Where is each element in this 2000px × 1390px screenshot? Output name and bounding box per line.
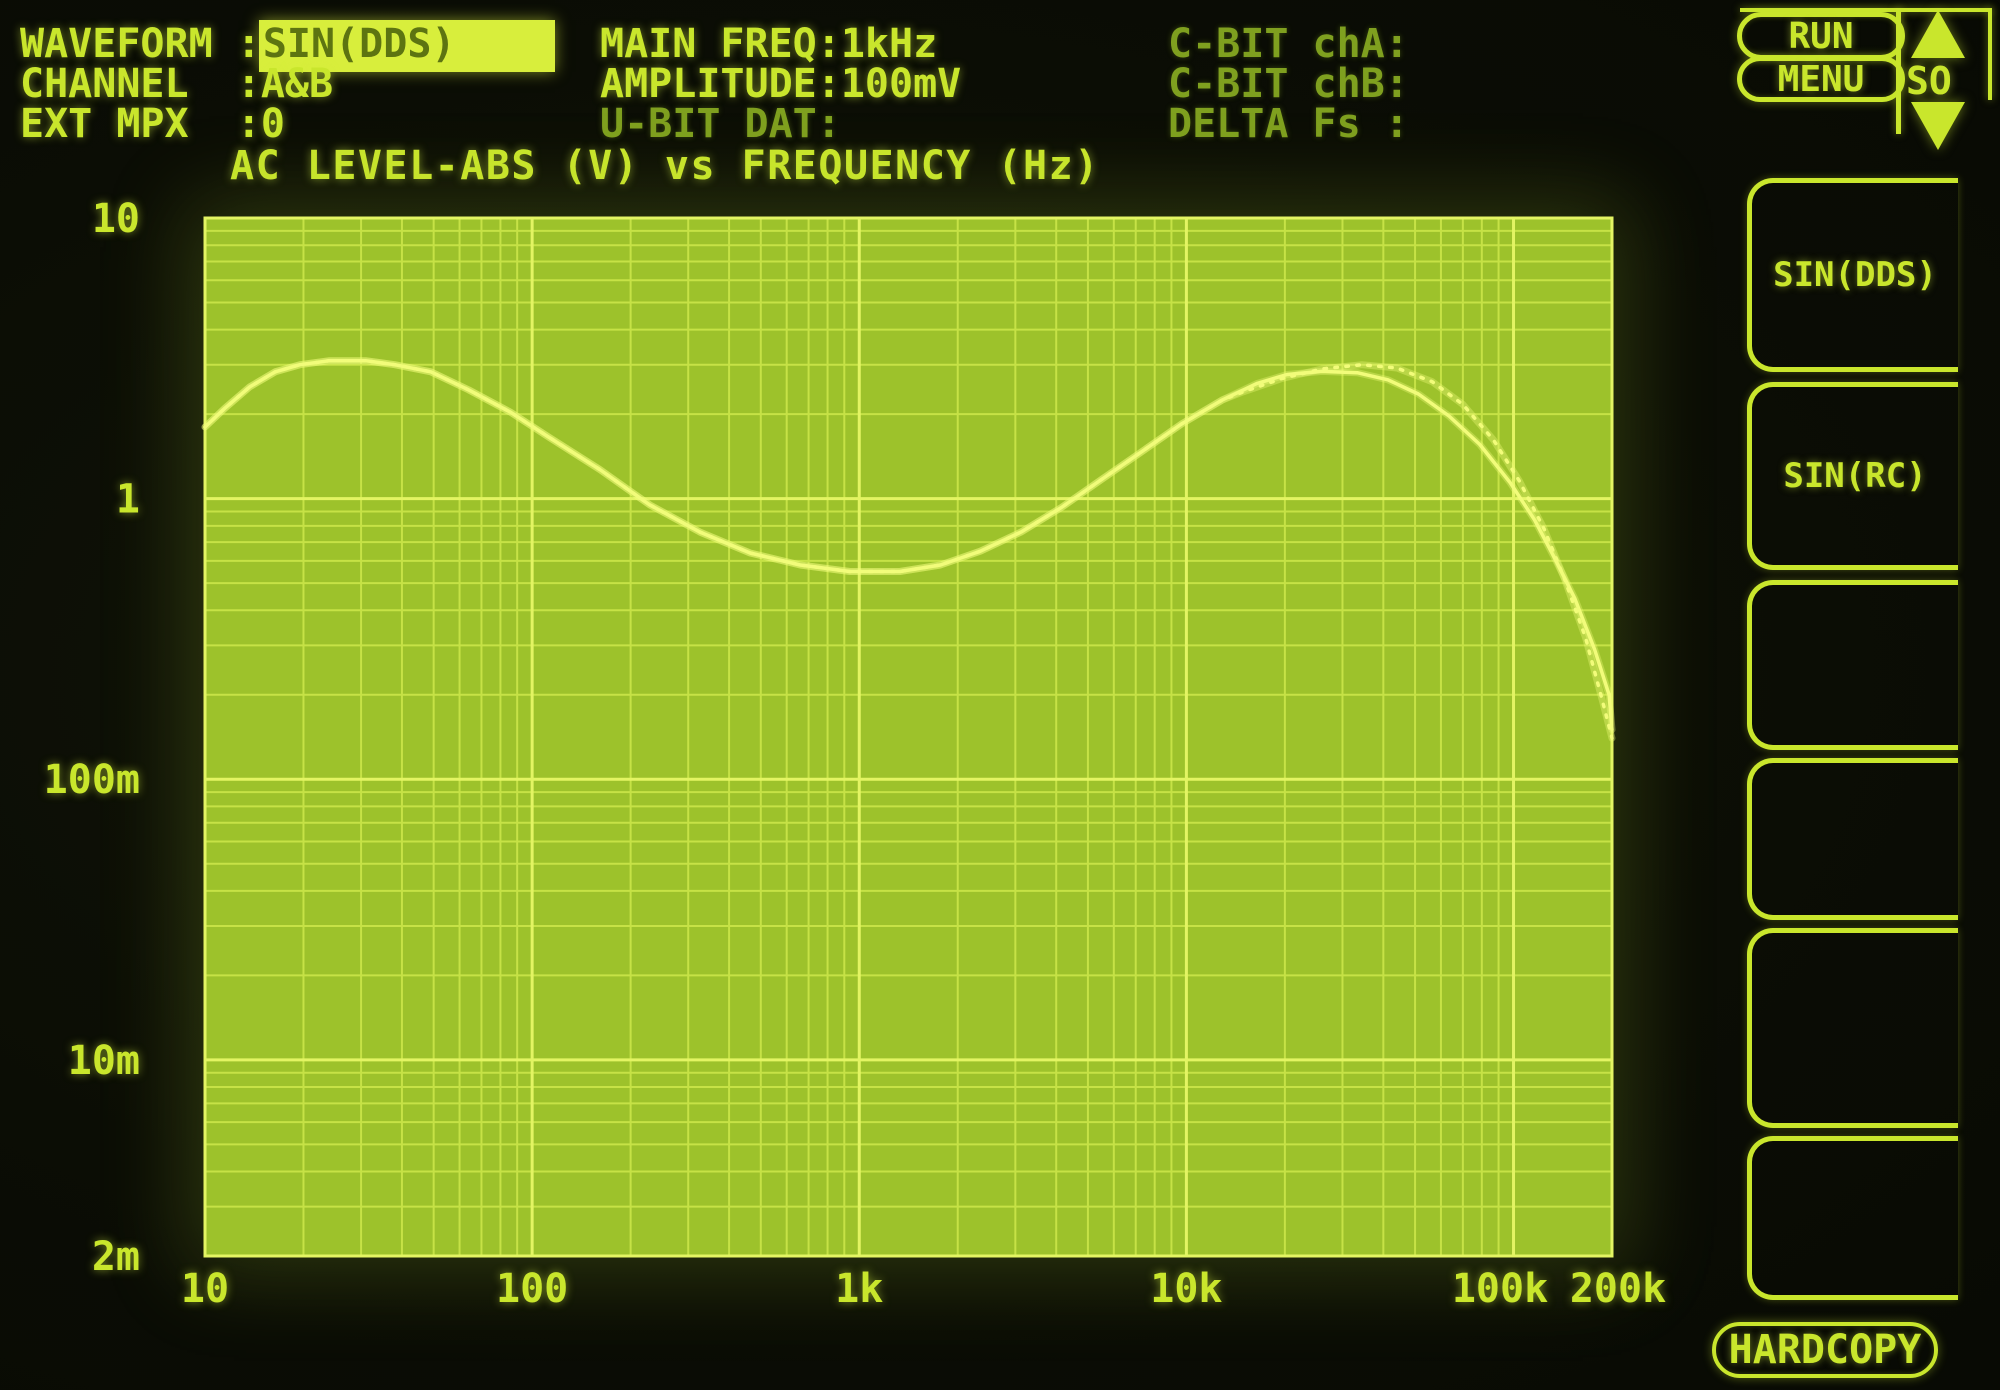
field-ext-mpx: EXT MPX :0 — [20, 104, 285, 144]
svg-text:2m: 2m — [92, 1234, 140, 1280]
top-divider-line — [1740, 8, 1992, 12]
field-u-bit-dat: U-BIT DAT: — [600, 104, 841, 144]
svg-text:100k: 100k — [1452, 1266, 1548, 1312]
softkey-sin-dds[interactable]: SIN(DDS) — [1747, 178, 1958, 372]
svg-text:10m: 10m — [68, 1038, 140, 1084]
arrow-up-icon[interactable] — [1911, 10, 1965, 58]
svg-text:100m: 100m — [44, 757, 140, 803]
field-c-bit-cha: C-BIT chA: — [1168, 24, 1409, 64]
arrow-down-icon[interactable] — [1911, 102, 1965, 150]
field-channel: CHANNEL :A&B — [20, 64, 333, 104]
softkey-6[interactable] — [1747, 1136, 1958, 1300]
field-u-bit-dat-label: U-BIT DAT: — [600, 101, 841, 147]
run-button-label: RUN — [1788, 15, 1854, 57]
svg-text:100: 100 — [496, 1266, 568, 1312]
softkey-sin-rc[interactable]: SIN(RC) — [1747, 382, 1958, 570]
field-c-bit-cha-label: C-BIT chA: — [1168, 21, 1409, 67]
screen-edge-line — [1988, 8, 1992, 100]
menu-button[interactable]: MENU — [1737, 56, 1905, 102]
field-delta-fs-label: DELTA Fs : — [1168, 101, 1409, 147]
softkey-sin-dds-label: SIN(DDS) — [1773, 255, 1937, 295]
field-waveform: WAVEFORM :SIN(DDS) — [20, 20, 555, 72]
field-ext-mpx-label: EXT MPX : — [20, 101, 261, 147]
so-indicator: SO — [1906, 59, 1952, 103]
softkey-4[interactable] — [1747, 758, 1958, 920]
softkey-3[interactable] — [1747, 580, 1958, 750]
field-c-bit-chb-label: C-BIT chB: — [1168, 61, 1409, 107]
hardcopy-button-label: HARDCOPY — [1728, 1327, 1922, 1373]
field-main-freq-value: 1kHz — [840, 21, 938, 67]
so-divider-line — [1896, 8, 1901, 134]
svg-text:1k: 1k — [835, 1266, 883, 1312]
svg-text:200k: 200k — [1570, 1266, 1666, 1312]
hardcopy-button[interactable]: HARDCOPY — [1712, 1322, 1938, 1378]
field-ext-mpx-value: 0 — [260, 101, 285, 147]
field-main-freq-label: MAIN FREQ: — [600, 21, 841, 67]
svg-text:10: 10 — [181, 1266, 229, 1312]
field-waveform-label: WAVEFORM : — [20, 21, 261, 67]
svg-text:10k: 10k — [1150, 1266, 1222, 1312]
field-main-freq: MAIN FREQ:1kHz — [600, 24, 937, 64]
chart-title: AC LEVEL-ABS (V) vs FREQUENCY (Hz) — [230, 143, 1100, 189]
softkey-5[interactable] — [1747, 928, 1958, 1128]
field-waveform-value[interactable]: SIN(DDS) — [258, 20, 555, 72]
softkey-sin-rc-label: SIN(RC) — [1783, 456, 1927, 496]
field-channel-label: CHANNEL : — [20, 61, 261, 107]
field-c-bit-chb: C-BIT chB: — [1168, 64, 1409, 104]
svg-text:1: 1 — [116, 477, 140, 523]
menu-button-label: MENU — [1777, 58, 1865, 100]
field-channel-value: A&B — [260, 61, 334, 107]
field-amplitude-value: 100mV — [840, 61, 962, 107]
svg-text:10: 10 — [92, 196, 140, 242]
field-delta-fs: DELTA Fs : — [1168, 104, 1409, 144]
field-amplitude-label: AMPLITUDE: — [600, 61, 841, 107]
field-amplitude: AMPLITUDE:100mV — [600, 64, 961, 104]
